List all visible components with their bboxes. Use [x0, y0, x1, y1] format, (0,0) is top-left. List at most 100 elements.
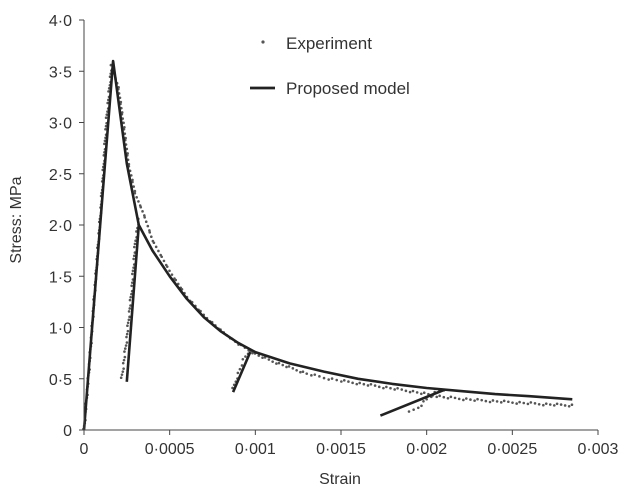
experiment-point	[313, 373, 317, 376]
experiment-point	[168, 269, 171, 273]
experiment-point	[150, 235, 153, 239]
experiment-point	[125, 332, 129, 336]
experiment-point	[241, 357, 245, 361]
y-tick-label: 3·0	[49, 116, 72, 133]
experiment-point	[469, 398, 472, 401]
experiment-point	[126, 329, 130, 333]
experiment-point	[495, 400, 499, 403]
y-tick-label: 2·5	[49, 167, 72, 184]
experiment-point	[400, 388, 404, 391]
experiment-point	[563, 404, 567, 407]
experiment-point	[555, 402, 559, 406]
experiment-point	[291, 367, 295, 370]
experiment-point	[119, 376, 123, 380]
experiment-point	[411, 389, 415, 393]
experiment-point	[129, 295, 132, 299]
experiment-point	[422, 399, 425, 403]
experiment-point	[457, 397, 461, 401]
experiment-point	[104, 116, 108, 119]
experiment-point	[281, 363, 285, 367]
experiment-branch	[82, 63, 574, 431]
experiment-point	[515, 402, 518, 405]
experiment-point	[559, 403, 563, 406]
x-tick-label: 0·0015	[316, 441, 366, 458]
experiment-point	[107, 90, 110, 93]
experiment-point	[480, 398, 483, 402]
experiment-point	[135, 196, 138, 199]
experiment-point	[125, 335, 128, 339]
experiment-point	[488, 400, 492, 404]
experiment-point	[389, 386, 392, 390]
experiment-point	[267, 358, 271, 361]
experiment-point	[347, 380, 350, 383]
experiment-point	[146, 224, 150, 228]
experiment-point	[351, 381, 354, 385]
experiment-point	[382, 386, 385, 390]
experiment-point	[322, 376, 326, 380]
experiment-point	[133, 242, 137, 246]
experiment-point	[420, 404, 423, 408]
experiment-point	[420, 392, 423, 396]
experiment-point	[152, 241, 156, 245]
model-line-segment	[125, 224, 141, 382]
experiment-point	[157, 249, 160, 253]
experiment-point	[132, 185, 135, 188]
experiment-point	[139, 205, 143, 209]
experiment-point	[122, 358, 126, 362]
experiment-point	[462, 398, 465, 402]
experiment-point	[120, 373, 124, 376]
experiment-point	[130, 292, 133, 296]
experiment-point	[160, 255, 164, 259]
experiment-point	[567, 405, 571, 408]
experiment-point	[408, 390, 412, 394]
experiment-point	[105, 113, 109, 116]
experiment-point	[301, 370, 305, 373]
experiment-point	[377, 385, 381, 389]
experiment-point	[271, 360, 274, 363]
experiment-point	[123, 347, 127, 350]
experiment-point	[330, 377, 334, 380]
legend-label-experiment: Experiment	[286, 34, 372, 53]
experiment-point	[529, 401, 533, 404]
experiment-point	[491, 399, 495, 402]
experiment-point	[126, 324, 129, 328]
experiment-point	[124, 344, 128, 347]
legend: Experiment Proposed model	[250, 34, 410, 98]
experiment-point	[305, 372, 309, 375]
experiment-point	[416, 406, 420, 410]
experiment-point	[129, 174, 133, 177]
experiment-point	[335, 378, 339, 382]
y-tick-label: 3·5	[49, 64, 72, 81]
experiment-point	[385, 385, 388, 389]
y-axis-label: Stress: MPa	[8, 176, 25, 263]
experiment-point	[484, 399, 488, 403]
experiment-point	[507, 400, 510, 404]
experiment-point	[340, 380, 343, 383]
experiment-point	[121, 361, 125, 365]
y-tick-label: 4·0	[49, 13, 72, 30]
experiment-point	[128, 298, 132, 302]
experiment-point	[244, 355, 247, 358]
experiment-point	[526, 402, 530, 406]
experiment-point	[285, 365, 288, 369]
experiment-point	[518, 400, 521, 404]
experiment-point	[412, 408, 415, 411]
model-line-segment	[379, 388, 445, 417]
y-tick-label: 1·5	[49, 269, 72, 286]
experiment-point	[125, 341, 129, 344]
experiment-point	[134, 239, 137, 243]
experiment-point	[106, 101, 109, 105]
experiment-point	[415, 391, 419, 394]
experiment-point	[435, 395, 439, 399]
experiment-point	[369, 383, 373, 386]
experiment-point	[373, 384, 377, 387]
experiment-point	[355, 382, 359, 386]
experiment-point	[133, 189, 137, 193]
y-tick-label: 0·5	[49, 372, 72, 389]
experiment-point	[511, 401, 514, 404]
experiment-point	[327, 378, 330, 381]
experiment-point	[128, 315, 131, 319]
experiment-point	[103, 142, 106, 146]
model-line-segment	[82, 59, 573, 431]
